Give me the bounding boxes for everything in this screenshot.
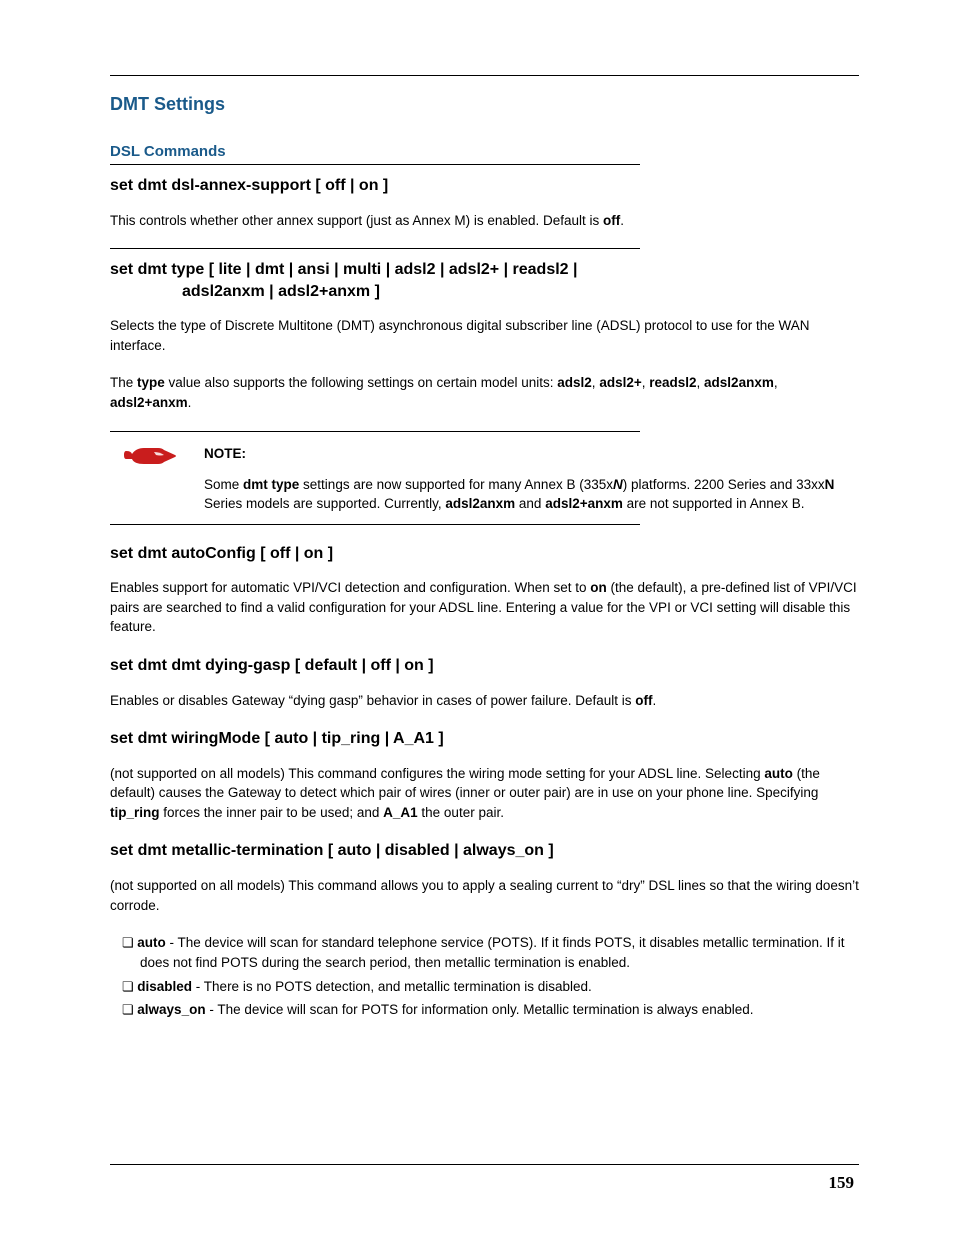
- body-text: (not supported on all models) This comma…: [110, 876, 859, 915]
- list-item: disabled - There is no POTS detection, a…: [110, 977, 859, 997]
- note-block: NOTE: Some dmt type settings are now sup…: [110, 442, 859, 514]
- cmd-heading-type: set dmt type [ lite | dmt | ansi | multi…: [110, 259, 859, 302]
- bold: tip_ring: [110, 805, 160, 820]
- heading-line: set dmt type [ lite | dmt | ansi | multi…: [110, 261, 577, 278]
- text: ,: [697, 375, 705, 390]
- cmd-heading-dyinggasp: set dmt dmt dying-gasp [ default | off |…: [110, 655, 859, 677]
- cmd-heading-metallic: set dmt metallic-termination [ auto | di…: [110, 840, 859, 862]
- text: - The device will scan for POTS for info…: [206, 1002, 754, 1017]
- body-text: The type value also supports the followi…: [110, 373, 859, 412]
- text: The: [110, 375, 137, 390]
- bottom-rule: [110, 1164, 859, 1165]
- bold: always_on: [137, 1002, 205, 1017]
- list-item: always_on - The device will scan for POT…: [110, 1000, 859, 1020]
- page-title: DMT Settings: [110, 94, 859, 115]
- bold: adsl2+: [599, 375, 641, 390]
- heading-line: adsl2anxm | adsl2+anxm ]: [110, 283, 380, 300]
- section-rule: [110, 431, 640, 432]
- text: .: [188, 395, 192, 410]
- text: value also supports the following settin…: [165, 375, 557, 390]
- text: Some: [204, 477, 243, 492]
- pointer-icon: [122, 442, 178, 477]
- document-page: DMT Settings DSL Commands set dmt dsl-an…: [0, 0, 954, 1078]
- bold: auto: [137, 935, 166, 950]
- section-rule: [110, 248, 640, 249]
- text: are not supported in Annex B.: [623, 496, 805, 511]
- bold: adsl2anxm: [445, 496, 515, 511]
- body-text: Selects the type of Discrete Multitone (…: [110, 316, 859, 355]
- bold: type: [137, 375, 165, 390]
- text: ,: [774, 375, 778, 390]
- bold: disabled: [137, 979, 192, 994]
- bold: adsl2+anxm: [545, 496, 623, 511]
- subsection-title: DSL Commands: [110, 143, 859, 160]
- text: and: [515, 496, 545, 511]
- list-item: auto - The device will scan for standard…: [110, 933, 859, 972]
- bold: N: [825, 477, 835, 492]
- text: .: [653, 693, 657, 708]
- cmd-heading-annex: set dmt dsl-annex-support [ off | on ]: [110, 175, 859, 197]
- top-rule: [110, 75, 859, 76]
- bold: A_A1: [383, 805, 418, 820]
- note-label: NOTE:: [204, 446, 859, 461]
- bold: off: [635, 693, 652, 708]
- text: ) platforms. 2200 Series and 33xx: [623, 477, 825, 492]
- bold: off: [603, 213, 620, 228]
- text: the outer pair.: [418, 805, 504, 820]
- text: Enables support for automatic VPI/VCI de…: [110, 580, 590, 595]
- text: forces the inner pair to be used; and: [160, 805, 384, 820]
- body-text: (not supported on all models) This comma…: [110, 764, 859, 823]
- note-text: Some dmt type settings are now supported…: [204, 475, 859, 514]
- bold: readsl2: [649, 375, 696, 390]
- text: Enables or disables Gateway “dying gasp”…: [110, 693, 635, 708]
- page-number: 159: [829, 1173, 855, 1193]
- bold: auto: [764, 766, 793, 781]
- text: (not supported on all models) This comma…: [110, 766, 764, 781]
- section-rule: [110, 524, 640, 525]
- body-text: Enables support for automatic VPI/VCI de…: [110, 578, 859, 637]
- bold: adsl2anxm: [704, 375, 774, 390]
- bold: dmt type: [243, 477, 299, 492]
- cmd-heading-wiring: set dmt wiringMode [ auto | tip_ring | A…: [110, 728, 859, 750]
- bold-italic: N: [613, 477, 623, 492]
- text: - There is no POTS detection, and metall…: [192, 979, 592, 994]
- cmd-heading-autoconfig: set dmt autoConfig [ off | on ]: [110, 543, 859, 565]
- body-text: This controls whether other annex suppor…: [110, 211, 859, 231]
- text: - The device will scan for standard tele…: [140, 935, 845, 970]
- text: settings are now supported for many Anne…: [299, 477, 613, 492]
- bold: adsl2: [557, 375, 592, 390]
- bold: adsl2+anxm: [110, 395, 188, 410]
- section-rule: [110, 164, 640, 165]
- bold: on: [590, 580, 607, 595]
- text: .: [620, 213, 624, 228]
- body-text: Enables or disables Gateway “dying gasp”…: [110, 691, 859, 711]
- bullet-list: auto - The device will scan for standard…: [110, 933, 859, 1020]
- note-content: NOTE: Some dmt type settings are now sup…: [204, 442, 859, 514]
- text: Series models are supported. Currently,: [204, 496, 445, 511]
- text: This controls whether other annex suppor…: [110, 213, 603, 228]
